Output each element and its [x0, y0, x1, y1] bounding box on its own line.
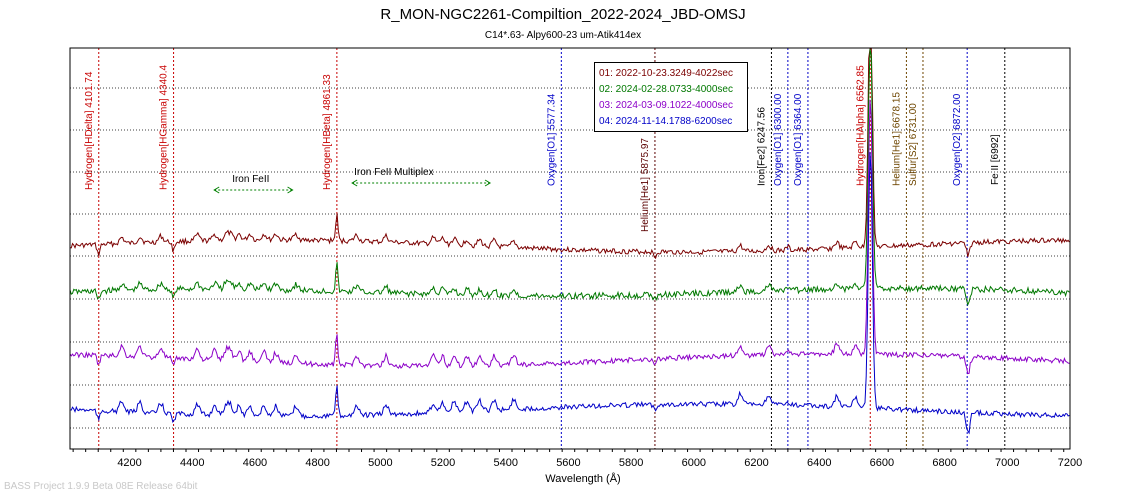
x-tick-label: 4400: [180, 457, 204, 469]
range-arrow-head: [213, 186, 220, 194]
marker-label: Helium[He1] 6678.15: [891, 92, 902, 186]
range-label: Iron FeII Multiplex: [354, 167, 433, 178]
spectrum-series-4: [69, 152, 1070, 435]
legend-entry-3: 03: 2024-03-09.1022-4000sec: [599, 100, 733, 111]
x-tick-label: 6600: [870, 457, 894, 469]
x-tick-label: 4800: [305, 457, 329, 469]
marker-label: Iron[Fe2] 6247.56: [756, 107, 767, 186]
chart-title: R_MON-NGC2261-Compiltion_2022-2024_JBD-O…: [380, 6, 746, 23]
range-annotations: Iron FeII Iron FeII Multiplex: [213, 167, 492, 194]
software-watermark: BASS Project 1.9.9 Beta 08E Release 64bi…: [4, 481, 198, 492]
legend-entry-2: 02: 2024-02-28.0733-4000sec: [599, 84, 733, 95]
x-tick-label: 7000: [995, 457, 1019, 469]
marker-label: Oxygen[O1] 5577.34: [546, 93, 557, 186]
spectrum-series-2: [69, 48, 1070, 307]
marker-label: Hydrogen[HGamma] 4340.4: [159, 64, 170, 190]
legend-entry-4: 04: 2024-11-14.1788-6200sec: [599, 116, 733, 127]
x-tick-label: 5000: [368, 457, 392, 469]
x-tick-label: 5800: [619, 457, 643, 469]
range-label: Iron FeII: [232, 174, 269, 185]
legend-entry-1: 01: 2022-10-23.3249-4022sec: [599, 68, 733, 79]
spectrum-series-1: [69, 48, 1070, 260]
x-tick-label: 5200: [431, 457, 455, 469]
x-tick-label: 6800: [932, 457, 956, 469]
legend: 01: 2022-10-23.3249-4022sec 02: 2024-02-…: [594, 62, 748, 132]
marker-label: Hydrogen[HBeta] 4861.33: [322, 74, 333, 190]
marker-label: Hydrogen[HDelta] 4101.74: [84, 71, 95, 190]
marker-label: Oxygen[O2] 6872.00: [952, 93, 963, 186]
x-tick-label: 6000: [682, 457, 706, 469]
spectrum-series-3: [69, 99, 1070, 375]
range-arrow-head: [287, 186, 294, 194]
x-tick-label: 5600: [556, 457, 580, 469]
marker-label: Fe II [6992]: [990, 134, 1001, 185]
chart-subtitle: C14*.63- Alpy600-23 um-Atik414ex: [484, 30, 642, 41]
x-axis: 4200 4400 4600 4800 5000 5200 5400 5600 5800 6000…: [72, 449, 1082, 469]
x-tick-label: 4600: [243, 457, 267, 469]
x-tick-label: 4200: [117, 457, 141, 469]
marker-label: Oxygen[O1] 6364.00: [793, 93, 804, 186]
marker-label: Sulfur[S2] 6731.00: [908, 103, 919, 186]
grid: [70, 87, 1070, 429]
spectra: [69, 48, 1070, 435]
marker-label: Helium[He1] 5875.97: [640, 138, 651, 232]
x-tick-label: 6200: [744, 457, 768, 469]
range-arrow-head: [484, 179, 492, 187]
x-axis-label: Wavelength (Å): [545, 473, 621, 485]
x-tick-label: 5400: [493, 457, 517, 469]
range-arrow-head: [351, 179, 358, 187]
marker-label: Oxygen[O1] 6300.00: [773, 93, 784, 186]
marker-label: Hydrogen[HAlpha] 6562.85: [855, 65, 866, 186]
x-tick-label: 7200: [1058, 457, 1082, 469]
x-tick-label: 6400: [807, 457, 831, 469]
plot-frame: [69, 47, 1071, 450]
